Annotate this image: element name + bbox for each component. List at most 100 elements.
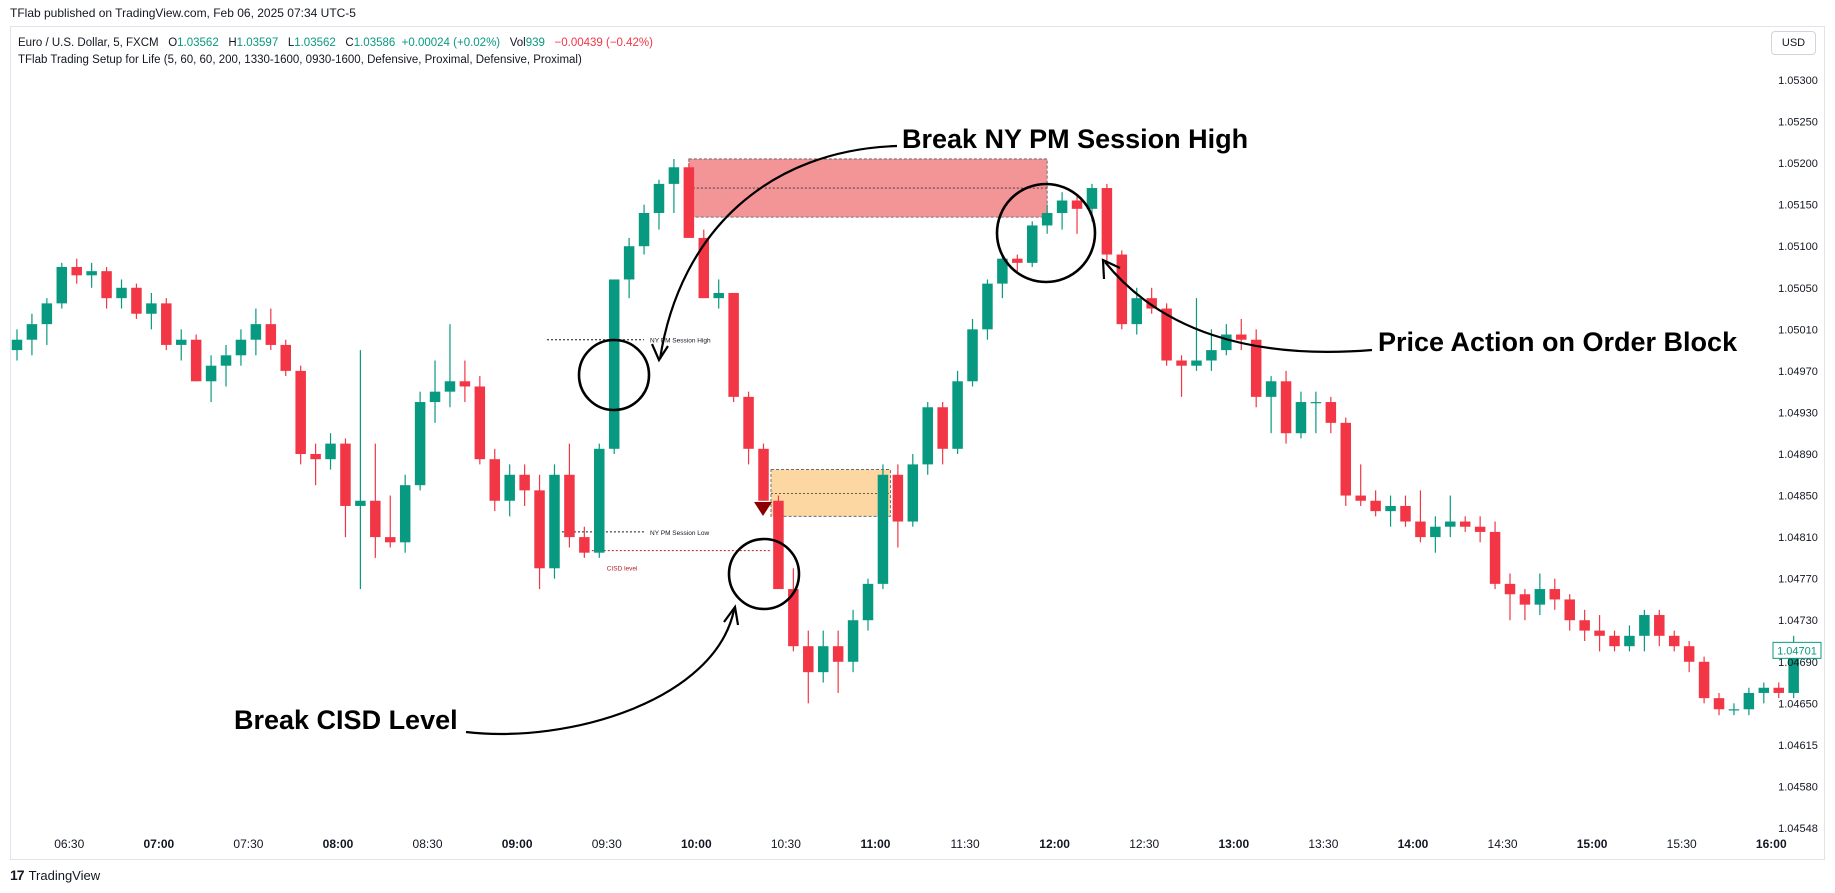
x-tick-label: 11:00 [860,837,890,851]
annotation-break-ny-pm-session-high: Break NY PM Session High [902,124,1248,154]
y-tick-label: 1.05100 [1778,241,1818,253]
candle-body [161,303,172,345]
arrow-head-2 [1101,258,1121,280]
x-tick-label: 12:30 [1129,837,1159,851]
y-tick-label: 1.04690 [1778,657,1818,669]
candle-body [1325,402,1337,423]
x-tick-label: 16:00 [1756,837,1787,851]
candle-body [1624,635,1635,647]
candle-body [459,381,471,387]
candle-body [803,646,814,673]
candle-body [1265,381,1277,397]
candle-body [355,500,366,506]
candle-body [743,396,754,449]
legend-indicator-row[interactable]: TFlab Trading Setup for Life (5, 60, 60,… [18,54,582,66]
candle-body [1131,298,1142,325]
candle-body [385,537,396,543]
candle-body [429,391,441,403]
candle-body [1400,505,1411,522]
candle-body [1758,687,1770,693]
legend-open: 1.03562 [177,37,219,49]
y-tick-label: 1.04890 [1778,449,1818,461]
x-tick-label: 14:00 [1398,837,1429,851]
y-tick-label: 1.04548 [1778,823,1818,835]
candle-body [982,283,993,330]
x-tick-label: 15:30 [1667,837,1697,851]
arrow-head-3 [723,604,740,626]
x-tick-label: 14:30 [1488,837,1518,851]
legend-close-label: C [345,37,354,49]
x-tick-label: 09:00 [502,837,533,851]
time-axis[interactable]: 06:30 07:00 07:30 08:00 08:30 09:00 09:30 10:00… [54,837,1787,851]
candle-body [190,339,202,382]
candle-body [1713,698,1725,710]
candle-body [1146,298,1157,309]
candle-body [1340,422,1352,496]
legend-open-label: O [168,37,178,49]
x-tick-label: 07:00 [143,837,174,851]
cisd-level-label: CISD level [607,566,638,573]
y-tick-label: 1.04730 [1778,615,1818,627]
candle-body [41,303,53,325]
x-tick-label: 12:00 [1039,837,1070,851]
y-tick-label: 1.05200 [1778,158,1818,170]
y-tick-label: 1.05050 [1778,283,1818,295]
candle-body [1564,599,1575,621]
tradingview-logo[interactable]: 17 TradingView [10,867,100,883]
candle-body [474,386,486,460]
candle-body [519,474,530,491]
candle-body [728,292,739,397]
candle-body [280,344,291,371]
candle-body [370,500,381,538]
candle-body [1071,200,1083,209]
candle-body [1385,505,1396,512]
y-tick-label: 1.05150 [1778,200,1818,212]
candle-body [608,279,620,449]
candle-body [907,464,919,522]
candle-body [1728,709,1740,711]
last-price-label: 1.04701 [1772,641,1822,659]
candle-body [1534,589,1546,605]
candle-body [668,167,680,184]
candle-body [579,537,590,553]
x-tick-label: 10:30 [771,837,801,851]
y-tick-label: 1.04580 [1778,781,1818,793]
candle-body [504,474,515,501]
candle-body [713,292,724,299]
candle-body [534,490,545,569]
candle-body [56,267,68,304]
candle-body [549,474,560,569]
candle-body [1370,500,1381,512]
candle-body [11,339,23,351]
y-tick-label: 1.04650 [1778,698,1818,710]
price-axis[interactable]: 1.05300 1.05250 1.05200 1.05150 1.05100 1.050… [1778,75,1818,835]
candle-body [1594,630,1605,636]
x-tick-label: 08:00 [323,837,354,851]
x-tick-label: 13:30 [1308,837,1338,851]
y-tick-label: 1.04810 [1778,532,1818,544]
highlight-circle-order-block [995,182,1097,284]
candle-body [340,443,351,506]
candle-body [444,381,456,392]
y-tick-label: 1.05010 [1778,324,1818,336]
currency-button[interactable]: USD [1771,31,1816,55]
candle-body [1355,495,1366,501]
legend-close: 1.03586 [353,37,396,49]
legend-ohlc-row[interactable]: Euro / U.S. Dollar, 5, FXCM O1.03562 H1.… [18,35,653,52]
candle-body [1176,360,1187,366]
candle-body [1549,589,1561,600]
tradingview-mark-icon: 17 [10,867,25,883]
x-tick-label: 07:30 [233,837,263,851]
candle-body [1206,350,1217,361]
candle-body [310,454,321,460]
candle-body [1056,200,1068,213]
candle-body [265,324,277,345]
candle-body [1236,334,1247,340]
legend-volume: 939 [525,37,545,49]
candle-body [817,646,829,673]
candle-body [1788,650,1799,693]
legend-symbol: Euro / U.S. Dollar, 5, FXCM [18,37,159,49]
x-tick-label: 08:30 [413,837,443,851]
annotation-layer: Break NY PM Session High Price Action on… [234,124,1738,736]
